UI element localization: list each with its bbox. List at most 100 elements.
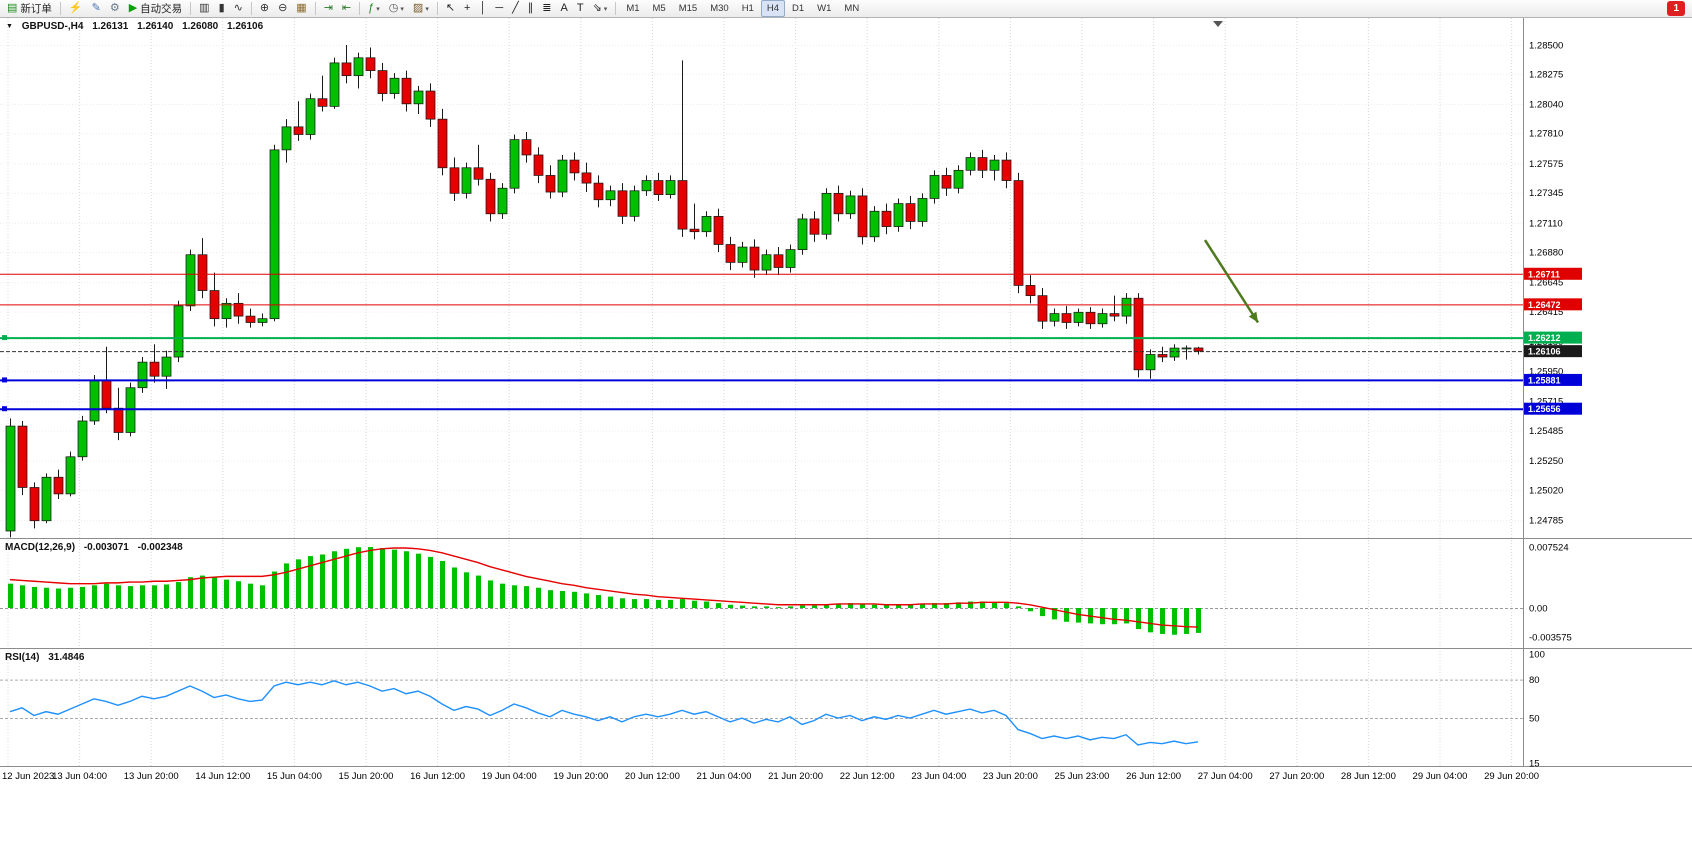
arrows-button[interactable]: ⇘ ▾: [589, 0, 612, 17]
timeframe-w1-button[interactable]: W1: [811, 0, 837, 17]
macd-histogram-bar: [1196, 608, 1201, 633]
timeframe-d1-button[interactable]: D1: [786, 0, 810, 17]
candle-up: [629, 190, 640, 217]
macd-panel: [0, 547, 1523, 635]
candle-down: [857, 195, 868, 238]
horizontal-line-button[interactable]: ─: [491, 0, 507, 17]
candles: [5, 44, 1204, 538]
down-arrow-annotation[interactable]: [1203, 239, 1260, 324]
notification-badge[interactable]: 1: [1667, 1, 1685, 16]
ohlc-low-value: 1.26080: [182, 21, 219, 32]
options-button[interactable]: ⚙: [106, 0, 124, 17]
chart-shift-marker[interactable]: [1213, 21, 1223, 27]
macd-histogram-bar: [908, 604, 913, 609]
macd-histogram-bar: [332, 551, 337, 609]
candle-down: [1013, 180, 1024, 286]
text-label-icon: T: [576, 2, 584, 14]
hline-blue-2-handle[interactable]: [2, 406, 7, 412]
channel-icon: ∥: [527, 2, 534, 14]
candle-up: [1049, 313, 1060, 322]
text-label-button[interactable]: T: [573, 0, 588, 17]
zoom-out-icon: ⊖: [278, 2, 288, 14]
trendline-button[interactable]: ╱: [508, 0, 523, 17]
price-axis-label: 1.24785: [1529, 516, 1563, 527]
macd-histogram-bar: [920, 603, 925, 609]
macd-histogram-bar: [572, 591, 577, 609]
candle-down: [365, 57, 376, 71]
vertical-line-button[interactable]: │: [475, 0, 490, 17]
macd-signal-line: [9, 547, 1199, 628]
tile-windows-button[interactable]: ▦: [292, 0, 310, 17]
text-button[interactable]: A: [557, 0, 572, 17]
hline-blue-1-handle[interactable]: [2, 377, 7, 383]
candlestick-chart-button[interactable]: ▮: [215, 0, 229, 17]
templates-button[interactable]: ▨ ▾: [409, 0, 433, 17]
arrows-icon: ⇘: [592, 2, 602, 14]
macd-histogram-bar: [272, 571, 277, 609]
macd-histogram-bar: [632, 599, 637, 609]
candle-up: [161, 356, 172, 377]
timeframe-h4-button-label: H4: [766, 3, 779, 14]
strategy-tester-button[interactable]: ⚡: [65, 0, 87, 17]
macd-histogram-bar: [164, 584, 169, 609]
candle-down: [149, 361, 160, 377]
fibonacci-button[interactable]: ≣: [538, 0, 555, 17]
templates-icon: ▨: [412, 2, 424, 14]
channel-button[interactable]: ∥: [524, 0, 538, 17]
chart-svg[interactable]: 1.28500 1.28275 1.28040 1.27810 1.27575 1.273…: [0, 18, 1692, 843]
candle-up: [893, 203, 904, 227]
price-axis-label: 1.27575: [1529, 159, 1563, 170]
macd-histogram-bar: [1184, 608, 1189, 634]
timeframe-h1-button[interactable]: H1: [736, 0, 760, 17]
timeframe-h4-button[interactable]: H4: [760, 0, 785, 17]
toolbar-separator: [250, 2, 252, 15]
timeframe-m15-button[interactable]: M15: [673, 0, 703, 17]
timeframe-m5-button[interactable]: M5: [647, 0, 672, 17]
macd-histogram-bar: [320, 554, 325, 609]
timeframe-mn-button[interactable]: MN: [838, 0, 865, 17]
chart-shift-button[interactable]: ⇤: [338, 0, 355, 17]
timeframe-d1-button-label: D1: [792, 3, 805, 14]
timeframe-w1-button-label: W1: [817, 3, 832, 14]
new-order-button[interactable]: ▤ 新订单: [3, 0, 56, 17]
symbol-marker-icon: ▼: [6, 23, 13, 30]
macd-histogram-bar: [68, 587, 73, 609]
toolbar-separator: [359, 2, 361, 15]
macd-histogram-bar: [1076, 608, 1081, 623]
crosshair-button[interactable]: +: [460, 0, 474, 17]
macd-histogram-bar: [560, 590, 565, 609]
candle-down: [1085, 311, 1096, 325]
candle-down: [593, 182, 604, 201]
ohlc-close-value: 1.26106: [227, 21, 264, 32]
macd-histogram-bar: [1112, 608, 1117, 625]
line-chart-button[interactable]: ∿: [230, 0, 247, 17]
candle-up: [281, 126, 292, 151]
macd-histogram-bar: [512, 585, 517, 609]
timeframe-m1-button[interactable]: M1: [620, 0, 645, 17]
macd-histogram-bar: [788, 606, 793, 609]
candle-up: [701, 215, 712, 233]
periods-button[interactable]: ◷ ▾: [385, 0, 408, 17]
indicators-button[interactable]: ƒ ▾: [364, 0, 384, 17]
auto-scroll-button[interactable]: ⇥: [320, 0, 337, 17]
time-axis-label: 27 Jun 04:00: [1198, 771, 1253, 782]
autotrading-icon: ▶: [128, 2, 138, 14]
autotrading-button[interactable]: ▶ 自动交易: [125, 0, 186, 17]
cursor-button[interactable]: ↖: [442, 0, 459, 17]
zoom-in-button[interactable]: ⊕: [256, 0, 273, 17]
tile-windows-icon: ▦: [296, 2, 307, 14]
timeframe-m5-button-label: M5: [652, 3, 666, 14]
bar-chart-button[interactable]: ▥: [195, 0, 213, 17]
hline-green-handle[interactable]: [2, 335, 7, 341]
time-axis-label: 26 Jun 12:00: [1126, 771, 1181, 782]
zoom-out-button[interactable]: ⊖: [274, 0, 291, 17]
candle-down: [53, 476, 64, 495]
macd-histogram-bar: [128, 586, 133, 609]
timeframe-m30-button[interactable]: M30: [704, 0, 734, 17]
hline-blue-1-tag: 1.25881: [1524, 373, 1582, 386]
candle-down: [449, 167, 460, 194]
candle-up: [929, 175, 940, 199]
metaeditor-button[interactable]: ✎: [88, 0, 105, 17]
chart-area[interactable]: ▼ GBPUSD-,H4 1.26131 1.26140 1.26080 1.2…: [0, 18, 1692, 843]
